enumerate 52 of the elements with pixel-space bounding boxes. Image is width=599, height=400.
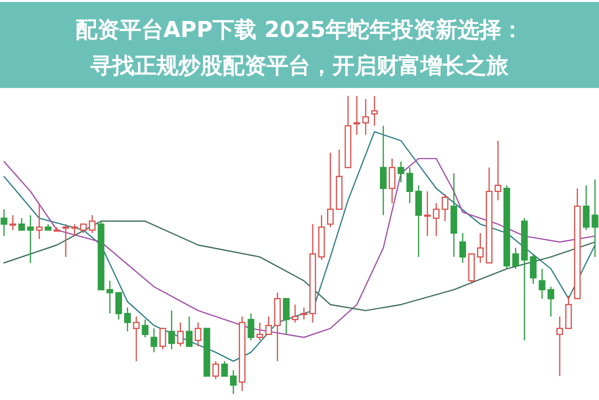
candlestick	[476, 232, 484, 264]
candlestick	[0, 208, 8, 237]
candlestick	[230, 370, 237, 395]
candlestick	[300, 306, 308, 320]
candlestick	[388, 158, 396, 204]
candlestick	[88, 214, 96, 234]
candlestick	[212, 360, 220, 380]
candlestick	[530, 253, 537, 284]
candlestick	[265, 316, 272, 335]
candlestick	[354, 95, 360, 136]
candlestick	[582, 184, 590, 231]
candlestick	[406, 166, 414, 204]
candlestick	[248, 312, 254, 341]
candlestick	[424, 190, 431, 237]
candlestick	[556, 316, 564, 377]
candlestick	[177, 322, 184, 347]
candlestick	[62, 224, 70, 258]
candlestick	[71, 224, 78, 237]
candlestick	[18, 218, 25, 231]
candlestick	[150, 328, 158, 353]
candlestick	[538, 268, 546, 300]
candlestick	[327, 152, 334, 228]
candlestick	[398, 160, 404, 184]
candlestick	[132, 316, 140, 362]
candlestick	[159, 328, 166, 350]
candlestick	[292, 304, 298, 324]
candlestick	[548, 286, 554, 318]
candlestick	[415, 184, 422, 258]
candlestick	[36, 202, 43, 240]
candlestick	[362, 98, 369, 136]
candlestick	[371, 95, 378, 126]
candlestick	[168, 310, 175, 350]
candlestick	[592, 178, 598, 258]
candlestick	[194, 322, 202, 347]
candlestick	[432, 202, 440, 237]
candlestick	[186, 316, 193, 347]
candlestick	[256, 322, 264, 341]
candlestick	[282, 298, 290, 335]
candlestick	[115, 292, 122, 320]
candlestick	[380, 125, 387, 216]
candlestick	[512, 247, 519, 270]
candlestick	[442, 194, 448, 222]
candlestick	[142, 318, 148, 338]
candlestick	[565, 295, 572, 330]
candlestick	[494, 140, 502, 201]
candlestick	[106, 280, 114, 314]
candlestick	[9, 214, 16, 231]
candlestick	[459, 232, 466, 264]
candlestick	[221, 360, 228, 377]
candlestick	[27, 214, 34, 264]
candlestick	[124, 306, 131, 332]
chart-title: 配资平台APP下载 2025年蛇年投资新选择：寻找正规炒股配资平台，开启财富增长之旅	[75, 17, 524, 79]
